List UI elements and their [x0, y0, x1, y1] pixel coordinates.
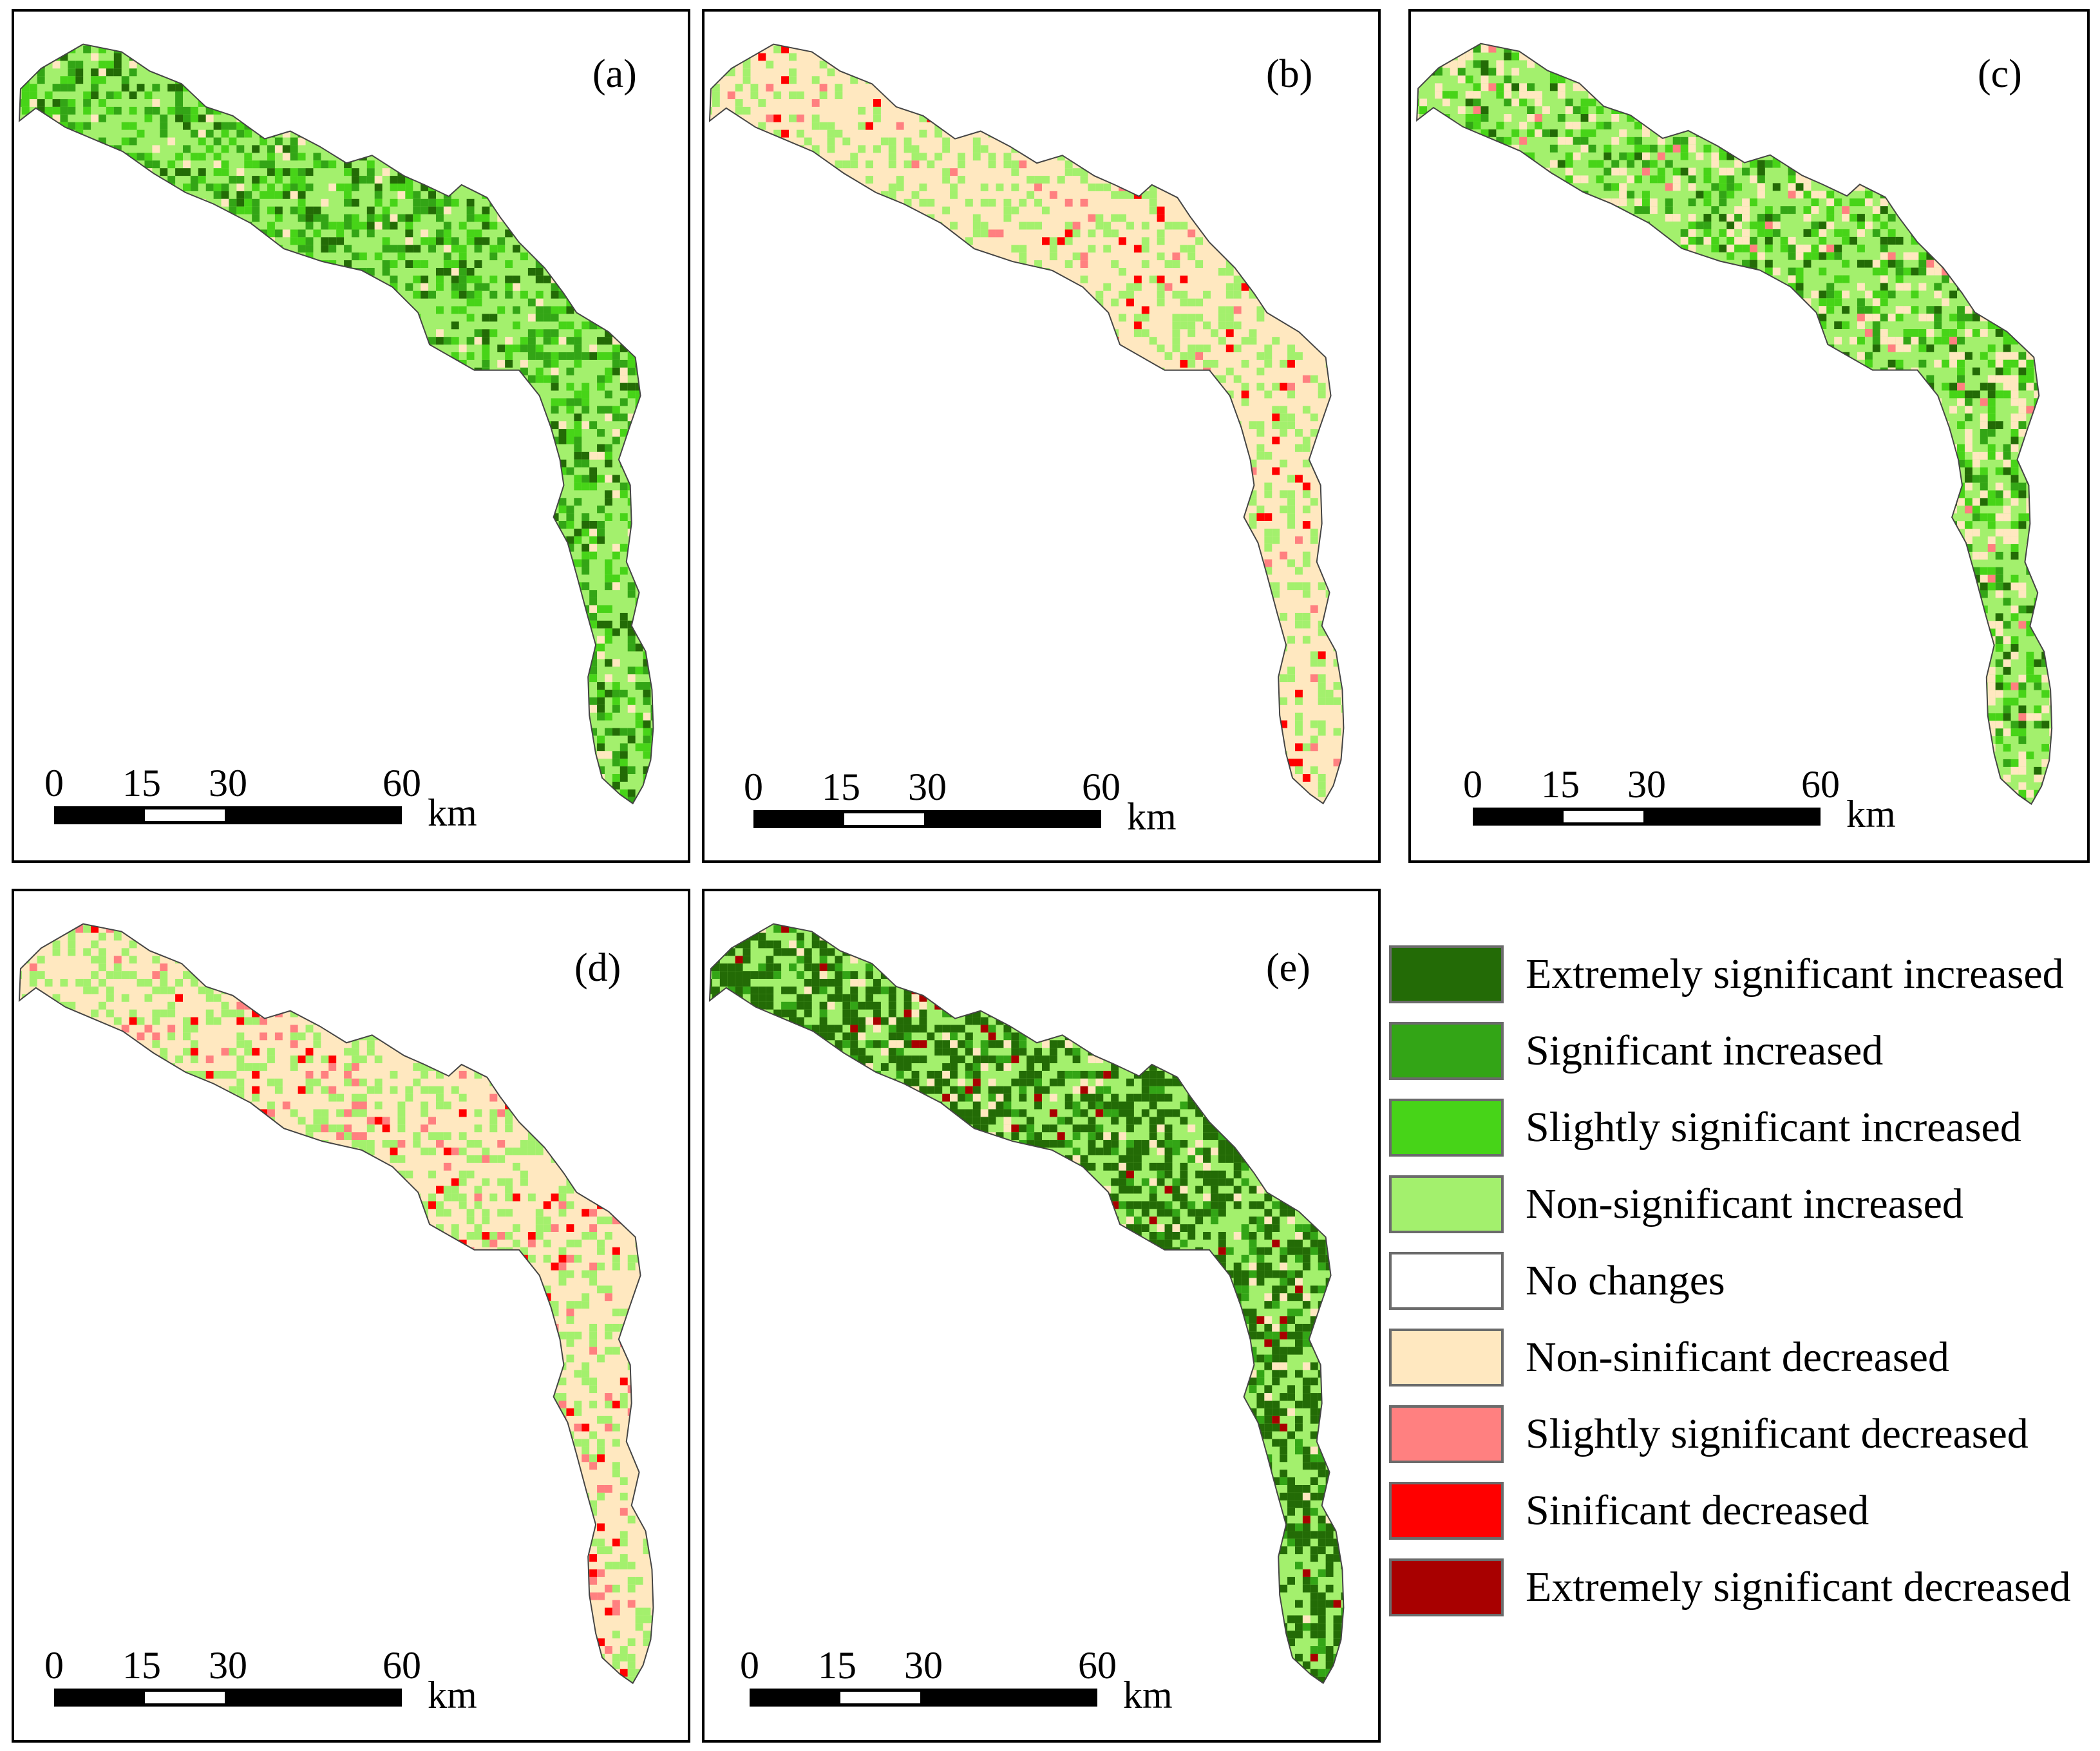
scale-tick-label: 15 — [822, 766, 860, 808]
region-boundary — [18, 923, 654, 1685]
scale-unit: km — [1123, 1674, 1173, 1716]
map-panel-a: (a) 0 15 30 60 km — [12, 9, 690, 863]
panel-label-d: (d) — [574, 946, 621, 990]
raster-cells — [19, 923, 654, 1683]
legend-swatch — [1389, 1329, 1504, 1387]
legend-item: No changes — [1389, 1252, 2097, 1316]
panel-label-e: (e) — [1266, 946, 1310, 990]
region-boundary — [708, 43, 1345, 805]
scale-tick-label: 60 — [1078, 1644, 1117, 1687]
scale-tick-label: 30 — [908, 766, 947, 808]
legend-swatch — [1389, 1099, 1504, 1157]
scale-segment — [142, 1689, 228, 1707]
trend-map-e — [708, 923, 1345, 1685]
scale-tick-label: 60 — [1801, 763, 1840, 806]
legend-swatch — [1389, 1558, 1504, 1616]
trend-map-b — [708, 43, 1345, 805]
scale-segment — [927, 810, 1101, 828]
legend-item: Non-significant increased — [1389, 1175, 2097, 1240]
legend-label: No changes — [1526, 1257, 1725, 1304]
scale-segment — [1473, 808, 1560, 826]
trend-map-a — [18, 43, 654, 805]
panel-label-b: (b) — [1266, 52, 1313, 96]
scale-segment — [1560, 808, 1647, 826]
scale-bar: 0 15 30 60 km — [44, 1644, 477, 1717]
scale-bar: 0 15 30 60 km — [740, 1644, 1173, 1717]
scale-unit: km — [428, 791, 477, 834]
scale-segment — [228, 806, 402, 824]
scale-tick-label: 0 — [744, 766, 763, 808]
legend-label: Significant increased — [1526, 1027, 1884, 1074]
scale-segment — [54, 806, 142, 824]
scale-bar: 0 15 30 60 km — [44, 762, 477, 835]
region-boundary — [708, 923, 1345, 1685]
legend-item: Sinificant decreased — [1389, 1482, 2097, 1546]
scale-segment — [1647, 808, 1821, 826]
map-panel-c: (c) 0 15 30 60 km — [1408, 9, 2090, 863]
scale-tick-label: 0 — [44, 762, 64, 804]
scale-segment — [228, 1689, 402, 1707]
map-panel-d: (d) 0 15 30 60 km — [12, 889, 690, 1743]
scale-unit: km — [1846, 793, 1896, 835]
map-panel-b: (b) 0 15 30 60 km — [702, 9, 1381, 863]
legend-label: Extremely significant decreased — [1526, 1564, 2071, 1611]
scale-tick-label: 0 — [44, 1644, 64, 1687]
scale-segment — [753, 810, 841, 828]
region-boundary — [18, 43, 654, 805]
panel-label-a: (a) — [592, 52, 637, 96]
scale-tick-label: 0 — [1463, 763, 1482, 806]
map-panel-e: (e) 0 15 30 60 km — [702, 889, 1381, 1743]
legend-item: Extremely significant increased — [1389, 945, 2097, 1010]
legend-label: Non-significant increased — [1526, 1180, 1963, 1227]
scale-tick-label: 60 — [1082, 766, 1121, 808]
raster-cells — [709, 44, 1344, 804]
legend-label: Extremely significant increased — [1526, 951, 2064, 998]
legend-swatch — [1389, 1252, 1504, 1310]
legend-swatch — [1389, 1482, 1504, 1540]
scale-tick-label: 30 — [904, 1644, 943, 1687]
legend-label: Slightly significant decreased — [1526, 1410, 2029, 1457]
scale-tick-label: 15 — [122, 1644, 161, 1687]
scale-tick-label: 60 — [383, 762, 421, 804]
raster-cells — [709, 923, 1344, 1683]
scale-tick-label: 30 — [209, 1644, 247, 1687]
region-boundary — [1416, 43, 2053, 805]
scale-tick-label: 60 — [383, 1644, 421, 1687]
scale-tick-label: 15 — [818, 1644, 856, 1687]
legend-swatch — [1389, 945, 1504, 1003]
legend-label: Non-sinificant decreased — [1526, 1334, 1949, 1381]
legend-swatch — [1389, 1405, 1504, 1463]
legend-item: Significant increased — [1389, 1022, 2097, 1086]
panel-label-c: (c) — [1978, 52, 2022, 96]
scale-tick-label: 30 — [1627, 763, 1666, 806]
legend-item: Slightly significant increased — [1389, 1099, 2097, 1163]
raster-cells — [19, 44, 654, 804]
scale-tick-label: 15 — [1541, 763, 1580, 806]
legend-swatch — [1389, 1175, 1504, 1233]
scale-bar: 0 15 30 60 km — [1463, 763, 1896, 836]
trend-map-c — [1416, 43, 2053, 805]
scale-segment — [841, 810, 927, 828]
legend-label: Sinificant decreased — [1526, 1487, 1869, 1534]
scale-bar: 0 15 30 60 km — [744, 766, 1177, 838]
scale-segment — [837, 1689, 923, 1707]
legend-item: Slightly significant decreased — [1389, 1405, 2097, 1470]
scale-segment — [923, 1689, 1097, 1707]
scale-segment — [142, 806, 228, 824]
scale-tick-label: 0 — [740, 1644, 759, 1687]
raster-cells — [1417, 43, 2052, 804]
legend-item: Extremely significant decreased — [1389, 1558, 2097, 1623]
trend-map-d — [18, 923, 654, 1685]
legend-swatch — [1389, 1022, 1504, 1080]
scale-tick-label: 15 — [122, 762, 161, 804]
scale-tick-label: 30 — [209, 762, 247, 804]
scale-unit: km — [1127, 795, 1177, 838]
scale-unit: km — [428, 1674, 477, 1716]
legend-item: Non-sinificant decreased — [1389, 1329, 2097, 1393]
legend-label: Slightly significant increased — [1526, 1104, 2021, 1151]
scale-segment — [750, 1689, 837, 1707]
scale-segment — [54, 1689, 142, 1707]
